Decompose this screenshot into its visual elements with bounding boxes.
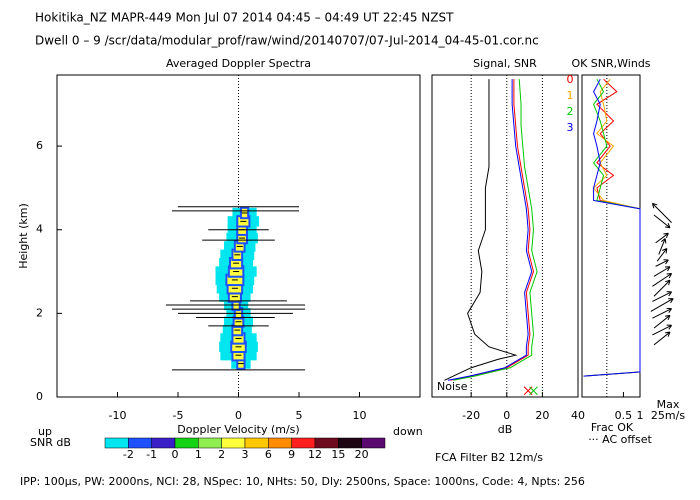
colorbar-swatch [244,437,269,449]
colorbar-tick-label: 0 [172,448,179,461]
colorbar-swatch [338,437,362,449]
wind-arrow [656,247,668,262]
legend-entry: 3 [567,121,574,134]
wind-arrow [652,273,673,287]
axis-note: ··· AC offset [588,433,652,446]
wind-arrow [653,266,671,277]
wind-arrow [653,279,671,297]
wind-arrow [652,291,673,302]
down-label: down [393,425,423,438]
colorbar-tick-label: 9 [288,448,295,461]
colorbar-tick-label: -2 [123,448,134,461]
header-title: Hokitika_NZ MAPR-449 Mon Jul 07 2014 04:… [35,11,454,25]
y-tick-label: 0 [36,390,43,403]
x-axis-label: Frac OK [591,421,634,434]
y-axis-label: Height (km) [17,203,30,269]
profile-line [449,79,535,381]
x-tick-label: 40 [571,409,585,422]
marker-x [529,386,538,396]
colorbar-swatch [198,437,222,449]
colorbar-tick-label: 15 [331,448,345,461]
colorbar-swatch [128,437,152,449]
x-tick-label: 0.5 [615,409,633,422]
y-tick-label: 4 [36,223,43,236]
wind-arrow [655,259,669,267]
legend-entry: 2 [567,105,574,118]
panel-title: Signal, SNR [473,57,537,70]
profile-line [583,78,641,377]
wind-arrow [652,324,673,336]
x-tick-label: -10 [109,409,127,422]
plot-frame [431,74,579,398]
x-tick-label: 0 [503,409,510,422]
colorbar-tick-label: 20 [355,448,369,461]
profile-line [444,79,518,381]
legend-entry: 0 [567,73,574,86]
up-label: up [38,425,52,438]
x-axis-label: dB [498,423,513,436]
y-tick-label: 6 [36,139,43,152]
wind-arrow [658,238,667,255]
x-tick-label: 10 [353,409,367,422]
wind-arrow [653,331,671,346]
wind-arrow [653,214,671,229]
wind-arrow [655,232,669,244]
x-tick-label: -5 [173,409,184,422]
wind-arrow [650,298,674,312]
legend-entry: 1 [567,89,574,102]
x-tick-label: 0 [235,409,242,422]
colorbar-tick-label: 12 [308,448,322,461]
profile-line [453,79,538,381]
panel-title: Averaged Doppler Spectra [166,57,311,70]
x-tick-label: 5 [296,409,303,422]
param-line: IPP: 100µs, PW: 2000ns, NCI: 28, NSpec: … [20,475,585,488]
noise-label: Noise [437,380,468,393]
max-speed-label: 25m/s [651,409,685,422]
colorbar-swatch [221,437,246,449]
profile-line [583,78,641,377]
profile-line [583,78,641,377]
colorbar-swatch [291,437,316,449]
x-tick-label: 20 [535,409,549,422]
colorbar-tick-label: 2 [218,448,225,461]
wind-arrow [651,202,672,223]
y-tick-label: 2 [36,306,43,319]
colorbar-swatch [314,437,339,449]
profile-line [447,79,533,381]
colorbar-tick-label: 6 [265,448,272,461]
colorbar-swatch [268,437,292,449]
colorbar-tick-label: 3 [242,448,249,461]
colorbar-swatch [361,437,386,449]
filter-note: FCA Filter B2 12m/s [435,451,543,464]
wind-arrow [652,307,673,319]
colorbar-swatch [104,437,129,449]
profile-line [583,78,641,377]
header-subtitle: Dwell 0 – 9 /scr/data/modular_prof/raw/w… [35,34,539,48]
x-tick-label: -20 [462,409,480,422]
wind-arrow [653,314,671,329]
panel-title: OK SNR,Winds [571,57,650,70]
x-tick-label: 1 [637,409,644,422]
colorbar-label: SNR dB [30,436,71,449]
max-label: Max [657,398,680,411]
x-axis-label: Doppler Velocity (m/s) [177,423,299,436]
colorbar-swatch [174,437,199,449]
colorbar-tick-label: -1 [146,448,157,461]
colorbar-swatch [151,437,176,449]
colorbar-tick-label: 1 [195,448,202,461]
